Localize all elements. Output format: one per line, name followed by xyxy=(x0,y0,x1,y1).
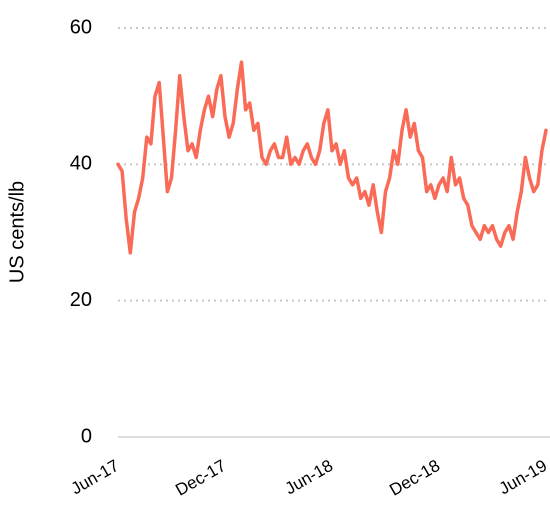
x-tick-label: Jun-17 xyxy=(68,456,123,498)
data-line xyxy=(116,60,548,255)
x-tick-label: Dec-17 xyxy=(172,456,229,500)
x-tick-label: Jun-18 xyxy=(282,456,337,498)
x-tick-label: Jun-19 xyxy=(496,456,550,498)
y-axis-title: US cents/lb xyxy=(6,181,28,283)
y-tick-label: 20 xyxy=(70,289,92,311)
y-tick-label: 60 xyxy=(70,16,92,38)
y-tick-label: 0 xyxy=(81,425,92,447)
x-tick-label: Dec-18 xyxy=(386,456,443,500)
y-tick-label: 40 xyxy=(70,153,92,175)
